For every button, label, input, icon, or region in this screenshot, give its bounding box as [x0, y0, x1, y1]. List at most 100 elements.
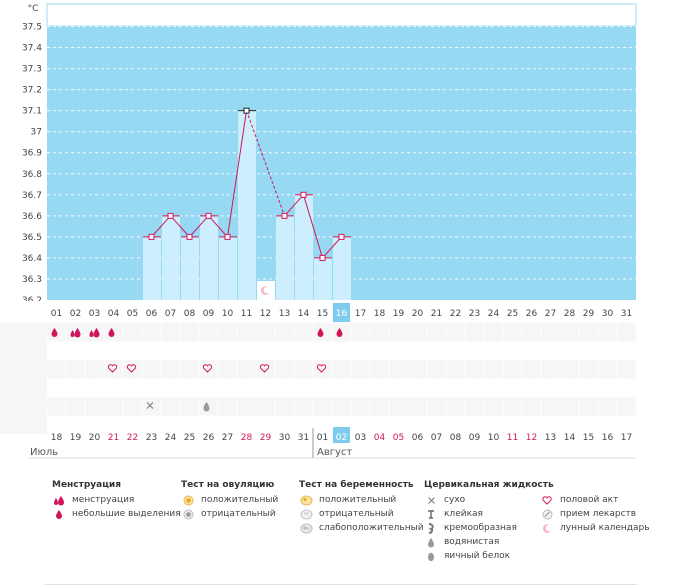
legend-pregnancy-title: Тест на беременность [299, 480, 414, 490]
legend-item-moon: лунный календарь [540, 521, 650, 535]
x-tick-label: 14 [298, 309, 310, 319]
calendar-date: 26 [203, 433, 215, 443]
temperature-line-segment [284, 194, 304, 217]
y-tick-label: 37.5 [22, 23, 42, 33]
calendar-date: 23 [146, 433, 157, 443]
moon-icon [540, 522, 554, 534]
legend-item-intercourse: половой акт [540, 493, 650, 507]
x-tick-label: 19 [393, 309, 405, 319]
x-tick-label: 06 [146, 309, 158, 319]
x-tick-label: 22 [450, 309, 461, 319]
calendar-date: 27 [222, 433, 233, 443]
legend-label: половой акт [560, 495, 619, 505]
x-tick-label: 13 [279, 309, 290, 319]
legend-label: отрицательный [201, 509, 276, 519]
symbol-grid-left-gutter [0, 323, 47, 434]
y-tick-label: 37.3 [22, 65, 42, 75]
calendar-date: 20 [89, 433, 101, 443]
symbol-grid-row [47, 341, 636, 360]
calendar-date: 09 [469, 433, 481, 443]
calendar-date: 08 [450, 433, 462, 443]
x-tick-label: 25 [507, 309, 518, 319]
temperature-point [186, 233, 193, 240]
heart-icon [259, 364, 270, 373]
x-tick-label: 03 [89, 309, 100, 319]
legend-label: положительный [319, 495, 397, 505]
temperature-bar [333, 236, 351, 300]
legend-item-medication: прием лекарств [540, 507, 650, 521]
y-tick-label: 36.7 [22, 191, 42, 201]
y-tick-label: 37.1 [22, 107, 42, 117]
temperature-bar [181, 236, 199, 300]
x-tick-label: 04 [108, 309, 120, 319]
legend-ovulation: Тест на овуляцию положительный отрицател… [181, 478, 278, 521]
today-calendar-highlight [333, 427, 350, 443]
x-tick-label: 23 [469, 309, 480, 319]
x-tick-label: 05 [127, 309, 138, 319]
x-tick-label: 01 [51, 309, 62, 319]
x-tick-label: 07 [165, 309, 176, 319]
y-tick-label: 37.4 [22, 44, 42, 54]
heart-icon [316, 364, 327, 373]
x-tick-label: 20 [412, 309, 424, 319]
legend-label: отрицательный [319, 509, 394, 519]
calendar-date: 12 [526, 433, 537, 443]
temperature-point [300, 191, 307, 198]
legend-label: менструация [72, 495, 135, 505]
y-tick-label: 36.9 [22, 149, 42, 159]
x-tick-label: 12 [260, 309, 271, 319]
symbol-grid-row [47, 360, 636, 379]
y-tick-label: 36.4 [22, 254, 42, 264]
temperature-line-segment [151, 215, 171, 238]
pregnancy-positive-icon [299, 494, 313, 506]
dry-cross-icon [424, 494, 438, 506]
temperature-bar [162, 215, 180, 300]
x-tick-label: 26 [526, 309, 538, 319]
pregnancy-negative-icon [299, 508, 313, 520]
temperature-bar [295, 194, 313, 300]
calendar-date: 07 [431, 433, 442, 443]
legend-menstruation: Менструация менструация небольшие выделе… [52, 478, 181, 521]
legend-item-sticky: клейкая [424, 507, 554, 521]
calendar-date: 29 [260, 433, 272, 443]
temperature-line-segment [189, 215, 209, 238]
ovulation-positive-icon [181, 494, 195, 506]
creamy-icon [424, 522, 438, 534]
medication-icon [540, 508, 554, 520]
legend-ovulation-title: Тест на овуляцию [181, 480, 275, 490]
x-tick-label: 02 [70, 309, 81, 319]
calendar-date: 19 [70, 433, 82, 443]
legend-cervical-title: Цервикальная жидкость [424, 480, 554, 490]
x-tick-label: 27 [545, 309, 556, 319]
calendar-date: 16 [602, 433, 614, 443]
symbol-grid-row [47, 415, 636, 434]
temperature-bar [200, 215, 218, 300]
temperature-line-segment [170, 215, 190, 238]
symbol-grid-row [47, 378, 636, 397]
heart-icon [126, 364, 137, 373]
bottom-divider [45, 584, 637, 585]
y-tick-label: 36.3 [22, 275, 42, 285]
drops-icon [70, 328, 81, 338]
small-drop-icon [108, 328, 115, 337]
y-tick-label: 36.8 [22, 170, 42, 180]
sticky-icon [424, 508, 438, 520]
legend-cervical: Цервикальная жидкость сухо клейкая кремо… [424, 478, 554, 563]
month-label-august: Август [317, 447, 353, 458]
heart-icon [107, 364, 118, 373]
ovulation-negative-icon [181, 508, 195, 520]
egg-white-icon [424, 550, 438, 562]
temperature-point [205, 212, 212, 219]
legend-label: положительный [201, 495, 279, 505]
legend-item-egg-white: яичный белок [424, 549, 554, 563]
calendar-date: 02 [336, 433, 347, 443]
calendar-date: 11 [507, 433, 518, 443]
calendar-date: 15 [583, 433, 594, 443]
drops-icon [52, 494, 66, 506]
today-highlight [333, 303, 350, 322]
legend-item-dry: сухо [424, 493, 554, 507]
x-tick-label: 28 [564, 309, 576, 319]
legend-other: половой акт прием лекарств лунный календ… [540, 493, 650, 535]
temperature-point [167, 212, 174, 219]
x-tick-label: 29 [583, 309, 595, 319]
